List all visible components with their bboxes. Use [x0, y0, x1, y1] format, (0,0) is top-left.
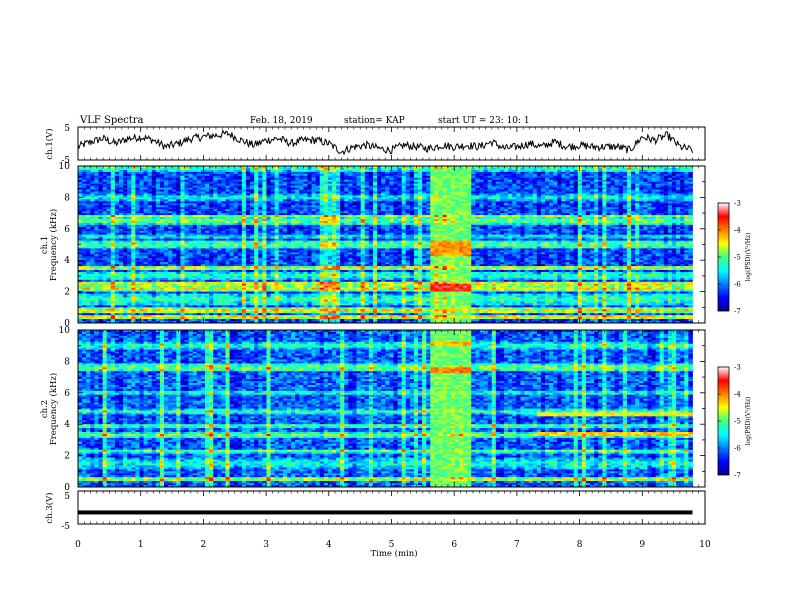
- figure-date: Feb. 18, 2019: [250, 116, 313, 126]
- ch1-ytick-top: 5: [64, 124, 70, 134]
- ch1-waveform-series: [78, 131, 693, 155]
- ch1-waveform-panel: 5 -5 ch.1(V): [44, 124, 705, 166]
- ch1-spectrogram-image: [78, 166, 693, 323]
- waveform-line: [78, 131, 693, 155]
- figure-start-time: start UT = 23: 10: 1: [438, 116, 530, 126]
- ch1-waveform-ylabel: ch.1(V): [44, 128, 55, 159]
- vlf-figure: VLF Spectra Feb. 18, 2019 station= KAP s…: [0, 0, 792, 612]
- figure-station: station= KAP: [344, 116, 405, 126]
- figure-title: VLF Spectra: [79, 115, 144, 126]
